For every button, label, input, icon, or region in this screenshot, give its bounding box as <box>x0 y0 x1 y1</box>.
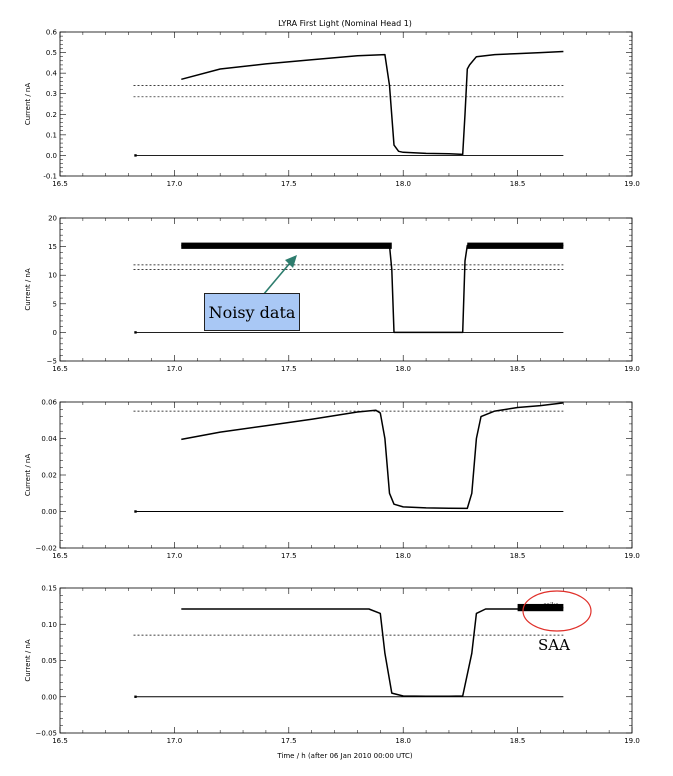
x-tick-label: 16.5 <box>52 365 68 373</box>
y-axis-label: Current / nA <box>24 639 32 682</box>
x-axis-label: Time / h (after 06 Jan 2010 00:00 UTC) <box>276 752 413 760</box>
y-tick-label: 0.4 <box>46 70 58 78</box>
panel-4: −0.05 0.00 0.05 0.10 0.15 16.5 17.0 17.5 18.0 18.… <box>24 585 640 746</box>
y-tick-label: −5 <box>47 358 57 366</box>
x-tick-label: 19.0 <box>624 365 640 373</box>
x-tick-label: 17.5 <box>281 180 297 188</box>
x-tick-label: 19.0 <box>624 737 640 745</box>
panel-3: −0.02 0.00 0.02 0.04 0.06 16.5 17.0 17.5 18.0 18.… <box>24 399 640 561</box>
figure-title: LYRA First Light (Nominal Head 1) <box>278 19 412 28</box>
y-tick-label: 0 <box>53 329 57 337</box>
x-tick-label: 18.5 <box>510 552 526 560</box>
y-tick-label: 0.06 <box>41 399 57 407</box>
signal-line <box>181 244 564 334</box>
x-tick-label: 16.5 <box>52 180 68 188</box>
panel-1: -0.1 0.0 0.1 0.2 0.3 0.4 0.5 0.6 16.5 17.0 17.5 18.… <box>24 29 640 189</box>
y-tick-label: 0.05 <box>41 657 57 665</box>
x-tick-label: 19.0 <box>624 552 640 560</box>
y-axis-label: Current / nA <box>24 454 32 497</box>
y-tick-label: −0.05 <box>36 730 57 738</box>
y-tick-label: 0.00 <box>41 693 57 701</box>
saa-ellipse <box>522 590 592 632</box>
x-tick-label: 17.5 <box>281 365 297 373</box>
y-tick-label: 0.0 <box>46 152 57 160</box>
plot-frame <box>59 31 633 177</box>
x-tick-label: 17.5 <box>281 737 297 745</box>
x-tick-label: 18.0 <box>395 180 411 188</box>
baseline-start-dot <box>134 154 137 157</box>
y-tick-label: 0.1 <box>46 131 57 139</box>
x-tick-label: 18.5 <box>510 365 526 373</box>
x-tick-label: 17.0 <box>167 365 183 373</box>
noisy-data-arrowhead <box>285 255 297 268</box>
y-tick-label: −0.02 <box>36 545 57 553</box>
y-tick-label: 0.04 <box>41 435 57 443</box>
x-tick-label: 17.0 <box>167 180 183 188</box>
x-tick-label: 16.5 <box>52 737 68 745</box>
x-tick-label: 18.0 <box>395 552 411 560</box>
y-tick-label: 0.00 <box>41 508 57 516</box>
baseline-start-dot <box>134 510 137 513</box>
x-tick-label: 18.5 <box>510 180 526 188</box>
x-tick-label: 18.0 <box>395 365 411 373</box>
y-tick-label: 0.6 <box>46 29 58 37</box>
baseline-start-dot <box>134 331 137 334</box>
y-tick-label: 0.5 <box>46 49 57 57</box>
y-tick-label: 0.15 <box>41 585 57 593</box>
y-tick-label: 0.02 <box>41 472 57 480</box>
y-tick-label: 20 <box>48 215 57 223</box>
y-tick-label: 10 <box>48 272 57 280</box>
x-tick-label: 17.0 <box>167 737 183 745</box>
saa-label: SAA <box>538 636 570 654</box>
signal-line <box>181 606 564 697</box>
y-axis-label: Current / nA <box>24 268 32 311</box>
y-tick-label: 5 <box>53 300 57 308</box>
saa-spike-label: spike <box>543 602 559 609</box>
noisy-data-callout: Noisy data <box>204 293 300 331</box>
signal-line <box>181 50 564 156</box>
x-tick-label: 19.0 <box>624 180 640 188</box>
y-tick-label: 15 <box>48 243 57 251</box>
plot-frame <box>59 401 633 549</box>
x-tick-label: 16.5 <box>52 552 68 560</box>
x-tick-label: 18.5 <box>510 737 526 745</box>
y-axis-label: Current / nA <box>24 83 32 126</box>
baseline-start-dot <box>134 695 137 698</box>
noisy-data-label: Noisy data <box>208 302 296 322</box>
x-tick-label: 18.0 <box>395 737 411 745</box>
signal-line <box>181 402 564 510</box>
y-tick-label: -0.1 <box>43 173 57 181</box>
panel-2: −5 0 5 10 15 20 16.5 17.0 17.5 18.0 18.5 19.0 Curren… <box>24 215 640 374</box>
y-tick-label: 0.10 <box>41 621 57 629</box>
y-tick-label: 0.3 <box>46 90 57 98</box>
x-tick-label: 17.5 <box>281 552 297 560</box>
plot-frame <box>59 217 633 362</box>
y-tick-label: 0.2 <box>46 111 57 119</box>
x-tick-label: 17.0 <box>167 552 183 560</box>
